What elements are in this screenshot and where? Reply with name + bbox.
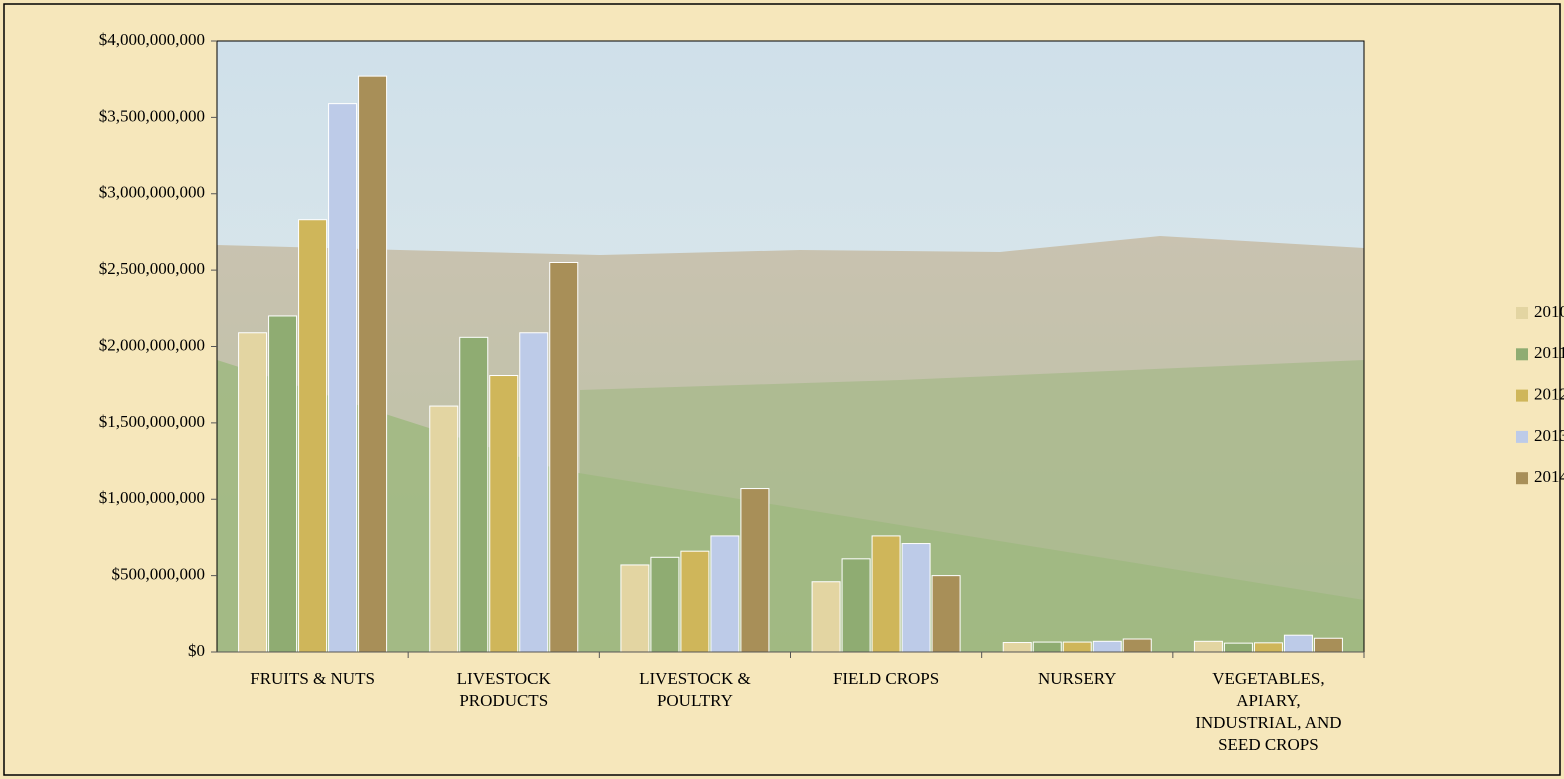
bar — [519, 332, 549, 653]
legend-swatch — [1516, 389, 1528, 402]
y-tick-label: $2,500,000,000 — [99, 259, 205, 278]
legend-swatch — [1516, 307, 1528, 319]
legend-label: 2012 — [1534, 385, 1564, 404]
bar — [298, 219, 328, 653]
y-tick-label: $1,000,000,000 — [99, 488, 205, 507]
y-tick-label: $2,000,000,000 — [99, 335, 205, 354]
bar — [489, 375, 519, 653]
y-tick-label: $3,500,000,000 — [99, 106, 205, 125]
plot-background — [217, 41, 1364, 652]
legend-label: 2013 — [1534, 426, 1564, 445]
x-tick-label: LIVESTOCK PRODUCTS — [456, 669, 551, 710]
bar — [680, 550, 710, 653]
bar — [1283, 634, 1313, 653]
bar — [871, 535, 901, 653]
bar — [811, 581, 841, 653]
bar — [901, 543, 931, 653]
x-tick-label: LIVESTOCK & POULTRY — [639, 669, 751, 710]
legend-swatch — [1516, 430, 1528, 443]
bar — [1193, 640, 1223, 653]
bar — [1253, 642, 1283, 653]
bar — [620, 564, 650, 653]
bar — [841, 558, 871, 653]
legend-swatch — [1516, 472, 1528, 485]
y-tick-label: $0 — [188, 641, 205, 660]
bar — [238, 332, 268, 653]
y-tick-label: $1,500,000,000 — [99, 412, 205, 431]
bar — [1032, 641, 1062, 653]
bar — [459, 336, 489, 653]
x-tick-label: VEGETABLES, APIARY, INDUSTRIAL, AND SEED… — [1195, 669, 1342, 754]
bar — [931, 575, 961, 653]
bar — [740, 488, 770, 653]
bar — [710, 535, 740, 653]
bar — [1002, 642, 1032, 653]
x-tick-label: NURSERY — [1038, 669, 1117, 688]
y-tick-label: $500,000,000 — [112, 565, 206, 584]
bar — [1062, 641, 1092, 653]
bar — [268, 315, 298, 653]
y-tick-label: $4,000,000,000 — [99, 30, 205, 49]
bar — [1313, 637, 1343, 653]
bar — [650, 556, 680, 653]
bar — [358, 75, 388, 653]
bar — [549, 261, 579, 653]
legend-label: 2014 — [1534, 467, 1564, 486]
legend-swatch — [1516, 348, 1528, 361]
x-tick-label: FIELD CROPS — [832, 669, 940, 688]
bar — [328, 103, 358, 653]
bar — [1092, 640, 1122, 653]
legend-label: 2011 — [1534, 343, 1564, 362]
bar — [1223, 642, 1253, 653]
legend-label: 2010 — [1534, 302, 1564, 321]
bar — [429, 405, 459, 653]
x-tick-label: FRUITS & NUTS — [250, 669, 375, 688]
y-tick-label: $3,000,000,000 — [99, 183, 205, 202]
bar — [1122, 638, 1152, 653]
